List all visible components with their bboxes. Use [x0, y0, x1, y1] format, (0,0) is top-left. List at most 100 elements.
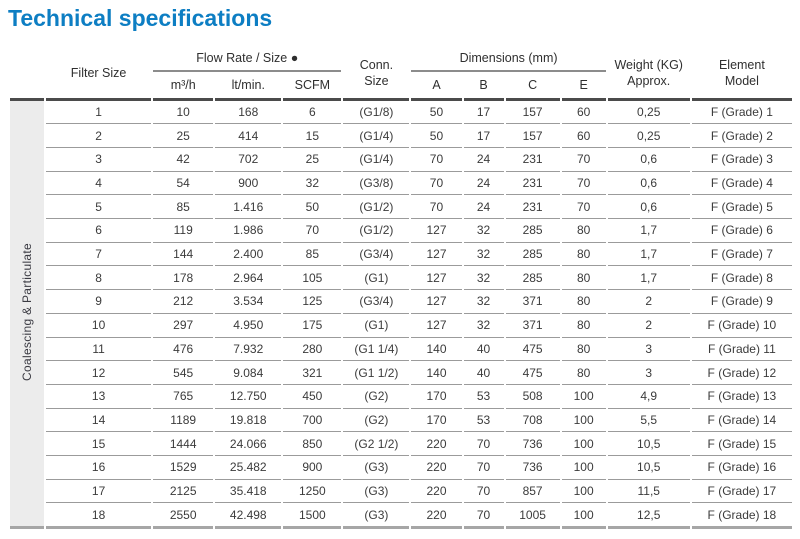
table-cell: 2 — [607, 289, 690, 313]
table-cell: 700 — [283, 407, 342, 432]
table-cell: 157 — [505, 123, 560, 147]
table-cell: 765 — [153, 383, 214, 408]
table-cell: 475 — [505, 336, 560, 361]
category-label: Coalescing & Particulate — [20, 243, 35, 382]
table-header: Filter Size Flow Rate / Size ● Conn. Siz… — [10, 50, 792, 98]
table-row: Coalescing & Particulate 1 10 168 6 (G1/8) 50 1… — [10, 97, 792, 529]
table-cell: (G2 1/2) — [343, 431, 410, 455]
table-cell: 32 — [463, 218, 504, 242]
table-row: 13 765 12.750 450 (G2) 170 53 508 100 4,9 F (Grade… — [10, 383, 792, 408]
table-cell: (G1/4) — [343, 147, 410, 171]
col-dim-e: E — [579, 77, 588, 92]
col-element-model: Element Model — [718, 58, 765, 88]
col-ltmin: lt/min. — [231, 77, 265, 92]
table-cell: 220 — [411, 431, 462, 455]
table-cell: 70 — [463, 454, 504, 479]
table-row: 15 1444 24.066 850 (G2 1/2) 220 70 736 100 10,5 F … — [10, 431, 792, 455]
table-cell: 9 — [46, 289, 152, 313]
table-cell: 285 — [505, 241, 560, 266]
table-cell: 32 — [463, 265, 504, 289]
table-cell: 54 — [153, 170, 214, 195]
table-cell: 3.534 — [215, 289, 282, 313]
table-cell: 70 — [561, 170, 606, 195]
table-cell: 1,7 — [607, 241, 690, 266]
table-cell: 12,5 — [607, 502, 690, 529]
table-cell: 10 — [153, 97, 214, 124]
table-cell: 70 — [411, 194, 462, 218]
colgroup-dimensions: Dimensions (mm) — [411, 50, 606, 72]
table-cell: 119 — [153, 218, 214, 242]
table-cell: 7.932 — [215, 336, 282, 361]
table-row: 10 297 4.950 175 (G1) 127 32 371 80 2 F (Grade) 10 — [10, 312, 792, 337]
table-cell: 80 — [561, 289, 606, 313]
table-cell: (G1) — [343, 312, 410, 337]
table-cell: 7 — [46, 241, 152, 266]
table-cell: 25.482 — [215, 454, 282, 479]
table-row: 4 54 900 32 (G3/8) 70 24 231 70 0,6 F (Grade) 4 — [10, 170, 792, 195]
table-cell: 105 — [283, 265, 342, 289]
col-scfm: SCFM — [294, 77, 331, 92]
table-row: 16 1529 25.482 900 (G3) 220 70 736 100 10,5 F (Gra… — [10, 454, 792, 479]
table-cell: 80 — [561, 241, 606, 266]
table-cell: 2550 — [153, 502, 214, 529]
col-dim-a: A — [432, 77, 441, 92]
table-cell: 125 — [283, 289, 342, 313]
table-cell: 4.950 — [215, 312, 282, 337]
table-cell: 1005 — [505, 502, 560, 529]
table-cell: (G2) — [343, 383, 410, 408]
table-cell: (G3/4) — [343, 289, 410, 313]
table-cell: 127 — [411, 265, 462, 289]
table-cell: 32 — [463, 241, 504, 266]
table-cell: 70 — [561, 147, 606, 171]
table-cell: 127 — [411, 312, 462, 337]
table-cell: 5,5 — [607, 407, 690, 432]
table-cell: 1,7 — [607, 265, 690, 289]
table-row: 18 2550 42.498 1500 (G3) 220 70 1005 100 12,5 F (G… — [10, 502, 792, 529]
table-cell: 70 — [411, 147, 462, 171]
table-cell: 24.066 — [215, 431, 282, 455]
table-cell: 2.400 — [215, 241, 282, 266]
table-cell: 2 — [46, 123, 152, 147]
table-cell: F (Grade) 9 — [691, 289, 792, 313]
table-cell: 24 — [463, 147, 504, 171]
spec-table: Filter Size Flow Rate / Size ● Conn. Siz… — [8, 50, 794, 529]
table-cell: 70 — [283, 218, 342, 242]
table-cell: 32 — [463, 289, 504, 313]
table-cell: F (Grade) 2 — [691, 123, 792, 147]
table-cell: 8 — [46, 265, 152, 289]
table-cell: F (Grade) 4 — [691, 170, 792, 195]
table-cell: F (Grade) 3 — [691, 147, 792, 171]
table-cell: 170 — [411, 407, 462, 432]
table-cell: 157 — [505, 97, 560, 124]
table-cell: 17 — [46, 478, 152, 503]
table-cell: 702 — [215, 147, 282, 171]
table-row: 8 178 2.964 105 (G1) 127 32 285 80 1,7 F (Grade) 8 — [10, 265, 792, 289]
table-cell: 53 — [463, 383, 504, 408]
table-cell: 231 — [505, 147, 560, 171]
table-cell: 545 — [153, 360, 214, 384]
table-cell: 13 — [46, 383, 152, 408]
table-cell: 231 — [505, 170, 560, 195]
sidebar-header-spacer — [10, 50, 44, 98]
table-cell: 80 — [561, 360, 606, 384]
table-cell: 11 — [46, 336, 152, 361]
table-cell: 175 — [283, 312, 342, 337]
table-cell: 100 — [561, 502, 606, 529]
table-cell: F (Grade) 15 — [691, 431, 792, 455]
table-cell: 3 — [46, 147, 152, 171]
table-cell: 50 — [283, 194, 342, 218]
table-cell: 6 — [283, 97, 342, 124]
table-row: 7 144 2.400 85 (G3/4) 127 32 285 80 1,7 F (Grade) … — [10, 241, 792, 266]
table-cell: 32 — [283, 170, 342, 195]
table-cell: (G3/4) — [343, 241, 410, 266]
table-cell: 80 — [561, 218, 606, 242]
table-row: 11 476 7.932 280 (G1 1/4) 140 40 475 80 3 F (Grade… — [10, 336, 792, 361]
table-cell: 0,6 — [607, 147, 690, 171]
table-cell: 10 — [46, 312, 152, 337]
table-cell: 16 — [46, 454, 152, 479]
table-cell: 285 — [505, 265, 560, 289]
table-cell: 10,5 — [607, 431, 690, 455]
table-cell: 100 — [561, 407, 606, 432]
table-cell: 1 — [46, 97, 152, 124]
